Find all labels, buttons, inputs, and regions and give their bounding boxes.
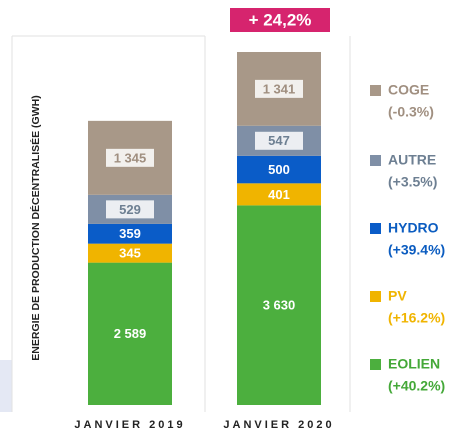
x-tick-label: JANVIER 2020 — [223, 419, 334, 431]
value-label: 1 341 — [263, 81, 296, 96]
legend-swatch — [370, 85, 381, 96]
legend-swatch — [370, 359, 381, 370]
value-label: 401 — [268, 187, 290, 202]
x-tick-label: JANVIER 2019 — [74, 419, 185, 431]
value-label: 2 589 — [114, 326, 147, 341]
legend-swatch — [370, 223, 381, 234]
bar-segment — [88, 262, 172, 405]
bar-segment — [237, 155, 321, 184]
bar-segment — [237, 183, 321, 206]
side-decoration — [0, 360, 12, 412]
legend-swatch — [370, 291, 381, 302]
value-label-box — [255, 131, 303, 150]
value-label: 500 — [268, 162, 290, 177]
value-label: 345 — [119, 246, 141, 261]
legend-label: COGE — [388, 82, 429, 98]
annotation: + 24,2% — [249, 10, 312, 29]
value-label-box — [255, 79, 303, 98]
legend-label: AUTRE — [388, 152, 436, 168]
value-label: 529 — [119, 202, 141, 217]
value-label: 3 630 — [263, 298, 296, 313]
bar-segment — [88, 223, 172, 244]
legend-label: EOLIEN — [388, 356, 440, 372]
legend-change: (+40.2%) — [388, 378, 445, 394]
y-axis-label: ENERGIE DE PRODUCTION DÉCENTRALISÉE (GWH… — [29, 95, 42, 360]
bar-segment — [237, 205, 321, 405]
legend-change: (+39.4%) — [388, 242, 445, 258]
legend-label: HYDRO — [388, 220, 439, 236]
value-label-box — [106, 148, 154, 167]
legend-label: PV — [388, 288, 407, 304]
value-label: 547 — [268, 133, 290, 148]
value-label: 1 345 — [114, 150, 147, 165]
legend-change: (-0.3%) — [388, 104, 434, 120]
value-label-box — [106, 200, 154, 219]
legend-swatch — [370, 155, 381, 166]
bar-segment — [88, 243, 172, 263]
annotation-box — [230, 8, 330, 32]
value-label: 359 — [119, 226, 141, 241]
legend-change: (+3.5%) — [388, 174, 437, 190]
legend-change: (+16.2%) — [388, 310, 445, 326]
